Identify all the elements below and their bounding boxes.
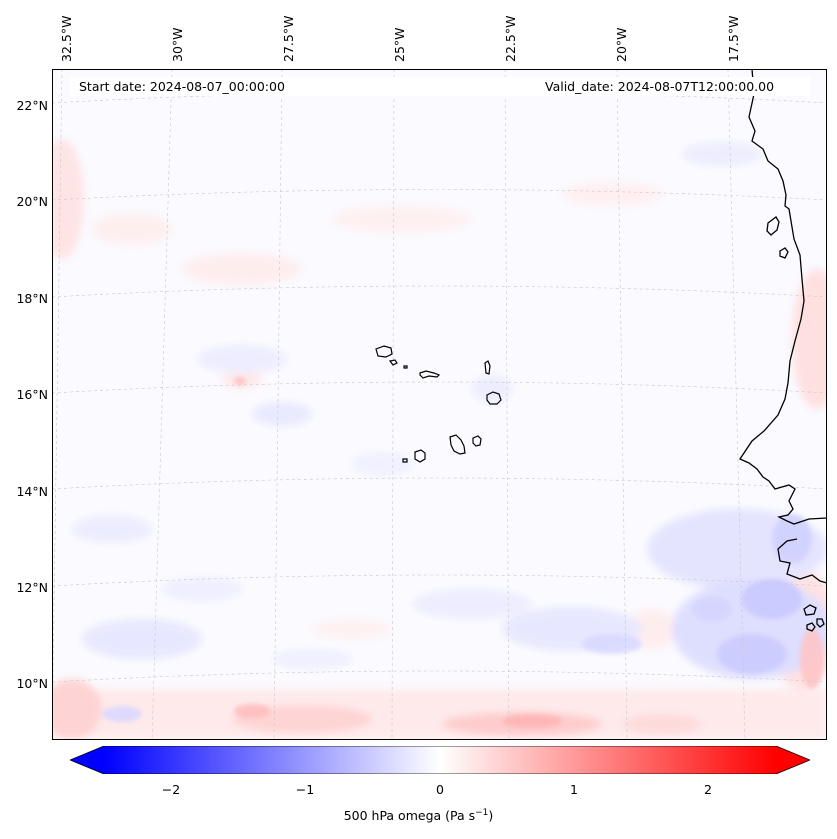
colorbar-extend-min	[70, 746, 104, 774]
island-boa-vista	[486, 391, 502, 405]
lat-label-14n: 14°N	[16, 484, 48, 499]
colorbar-body	[104, 746, 776, 774]
lat-label-12n: 12°N	[16, 580, 48, 595]
graticule	[52, 69, 827, 740]
lat-label-16n: 16°N	[16, 387, 48, 402]
omega-field	[52, 139, 827, 740]
map-canvas	[52, 69, 827, 740]
valid-date-label: Valid_date: 2024-08-07T12:00:00.00	[545, 79, 775, 94]
lat-label-20n: 20°N	[16, 194, 48, 209]
colorbar-tick-1: 1	[570, 782, 578, 797]
cape-verde-islands	[375, 345, 502, 463]
island-sao-nicolau	[419, 370, 441, 379]
lon-label-25w: 25°W	[392, 27, 407, 62]
colorbar-label: 500 hPa omega (Pa s−1)	[343, 808, 494, 824]
header-bar	[70, 77, 810, 96]
island-maio	[472, 435, 482, 447]
lon-label-22-5w: 22.5°W	[503, 15, 518, 62]
colorbar-tick-neg1: −1	[295, 782, 315, 797]
africa-coastline	[739, 69, 827, 632]
island-sal	[484, 360, 491, 375]
lon-label-20w: 20°W	[614, 27, 629, 62]
lon-label-30w: 30°W	[170, 27, 185, 62]
lon-label-27-5w: 27.5°W	[281, 15, 296, 62]
omega-map	[52, 69, 827, 740]
lat-label-10n: 10°N	[16, 676, 48, 691]
colorbar-tick-neg2: −2	[161, 782, 181, 797]
colorbar-tick-2: 2	[704, 782, 712, 797]
island-sao-vicente	[388, 359, 398, 366]
island-santa-luzia	[403, 365, 408, 369]
lon-label-32-5w: 32.5°W	[59, 15, 74, 62]
lat-label-18n: 18°N	[16, 291, 48, 306]
colorbar-tick-0: 0	[436, 782, 444, 797]
island-brava	[402, 458, 408, 463]
island-santo-antao	[375, 345, 393, 358]
lat-label-22n: 22°N	[16, 98, 48, 113]
island-santiago	[449, 434, 466, 455]
island-fogo	[414, 449, 426, 463]
colorbar	[70, 746, 810, 774]
lon-label-17-5w: 17.5°W	[726, 15, 741, 62]
start-date-label: Start date: 2024-08-07_00:00:00	[79, 79, 285, 94]
colorbar-extend-max	[776, 746, 810, 774]
